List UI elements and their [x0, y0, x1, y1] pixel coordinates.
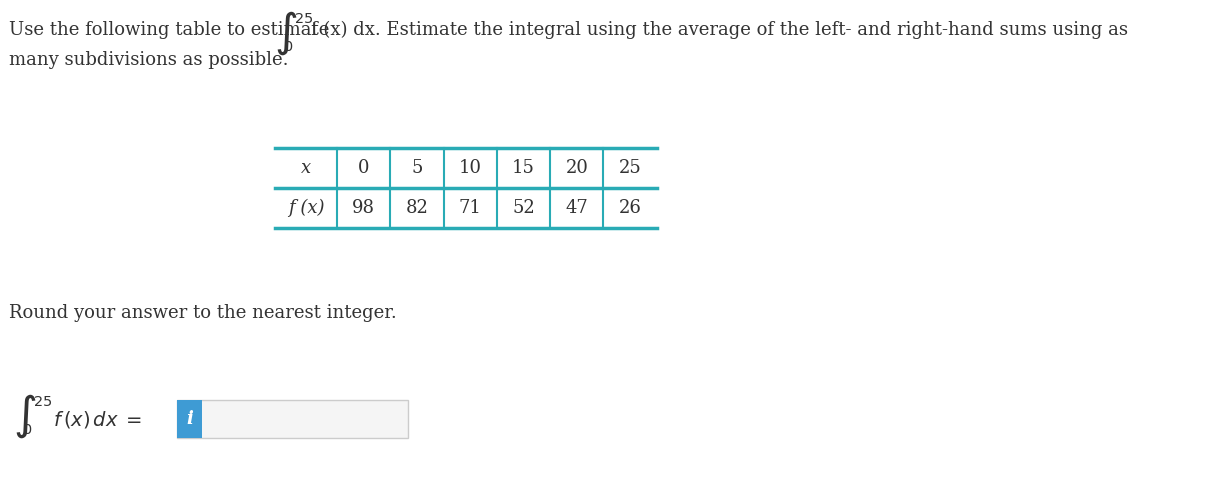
Text: i: i: [186, 410, 194, 428]
Text: many subdivisions as possible.: many subdivisions as possible.: [9, 51, 288, 69]
Text: 15: 15: [512, 159, 535, 177]
FancyBboxPatch shape: [178, 400, 202, 438]
Text: 82: 82: [406, 199, 429, 217]
Text: 71: 71: [459, 199, 482, 217]
Text: Use the following table to estimate: Use the following table to estimate: [9, 21, 330, 39]
Text: f (x): f (x): [288, 199, 325, 217]
Text: f (x) dx. Estimate the integral using the average of the left- and right-hand su: f (x) dx. Estimate the integral using th…: [310, 21, 1128, 39]
Text: 0: 0: [358, 159, 369, 177]
Text: 10: 10: [459, 159, 482, 177]
Text: $f\,(x)\,dx\;=$: $f\,(x)\,dx\;=$: [53, 409, 142, 430]
Text: 25: 25: [619, 159, 641, 177]
Text: 25: 25: [34, 395, 51, 409]
Text: 26: 26: [619, 199, 641, 217]
Text: 52: 52: [512, 199, 535, 217]
FancyBboxPatch shape: [178, 400, 408, 438]
Text: 0: 0: [23, 423, 32, 437]
Text: Round your answer to the nearest integer.: Round your answer to the nearest integer…: [9, 304, 397, 322]
Text: 98: 98: [352, 199, 375, 217]
Text: 0: 0: [284, 40, 293, 54]
Text: 25: 25: [294, 12, 313, 26]
Text: x: x: [302, 159, 311, 177]
Text: 47: 47: [565, 199, 588, 217]
Text: 5: 5: [412, 159, 423, 177]
Text: $\int$: $\int$: [13, 392, 37, 440]
Text: $\int$: $\int$: [275, 9, 298, 57]
Text: 20: 20: [565, 159, 588, 177]
